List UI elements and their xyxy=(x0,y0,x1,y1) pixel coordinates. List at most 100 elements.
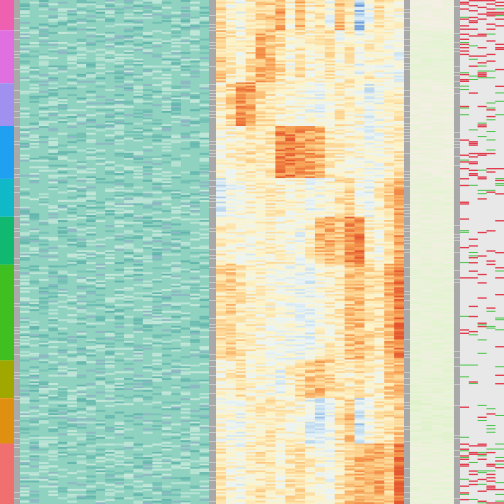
diverging-cell xyxy=(374,231,385,234)
teal-cell xyxy=(142,73,153,76)
teal-cell xyxy=(133,156,144,159)
teal-cell xyxy=(152,378,163,380)
teal-cell xyxy=(29,490,40,493)
diverging-cell xyxy=(334,189,345,192)
teal-cell xyxy=(86,255,96,258)
diverging-cell xyxy=(324,230,336,233)
teal-cell xyxy=(142,283,153,286)
teal-cell xyxy=(57,366,68,369)
diverging-cell xyxy=(354,215,365,218)
diverging-cell xyxy=(394,174,405,177)
diverging-cell xyxy=(344,0,355,2)
diverging-cell xyxy=(394,208,405,211)
diverging-cell xyxy=(295,84,306,86)
teal-cell xyxy=(152,201,163,204)
teal-cell xyxy=(76,20,87,23)
teal-cell xyxy=(20,384,30,387)
teal-cell xyxy=(171,294,181,296)
teal-cell xyxy=(142,369,153,372)
diverging-cell xyxy=(324,55,336,58)
diverging-cell xyxy=(225,141,237,144)
diverging-cell xyxy=(285,174,296,177)
teal-cell xyxy=(161,493,172,496)
diverging-cell xyxy=(324,141,336,144)
diverging-cell xyxy=(285,77,296,80)
diverging-cell xyxy=(265,199,276,202)
diverging-cell xyxy=(364,122,375,125)
diverging-cell xyxy=(245,151,256,154)
teal-cell xyxy=(105,465,115,468)
cluster-color-segment xyxy=(0,443,14,504)
diverging-cell xyxy=(245,178,256,181)
diverging-cell xyxy=(384,213,395,216)
teal-cell xyxy=(76,436,87,439)
teal-cell xyxy=(190,467,200,470)
diverging-cell xyxy=(394,23,405,26)
teal-cell xyxy=(123,70,134,73)
diverging-cell xyxy=(265,181,276,184)
diverging-cell xyxy=(354,129,365,132)
diverging-cell xyxy=(374,45,385,48)
diverging-cell xyxy=(225,57,237,60)
teal-cell xyxy=(67,423,77,426)
teal-cell xyxy=(20,359,30,362)
diverging-cell xyxy=(394,92,405,95)
teal-cell xyxy=(199,324,210,327)
teal-cell xyxy=(114,297,125,300)
diverging-cell xyxy=(216,72,227,75)
diverging-cell xyxy=(344,33,355,36)
diverging-cell xyxy=(364,211,375,214)
diverging-cell xyxy=(295,124,306,127)
diverging-cell xyxy=(255,94,266,97)
teal-cell xyxy=(199,426,210,429)
teal-cell xyxy=(20,394,30,397)
teal-cell xyxy=(95,349,106,352)
diverging-cell xyxy=(305,13,316,16)
teal-cell xyxy=(48,112,59,115)
teal-cell xyxy=(123,497,134,500)
teal-cell xyxy=(199,487,210,490)
teal-cell xyxy=(38,0,49,2)
diverging-cell xyxy=(314,105,326,108)
diverging-cell xyxy=(344,216,355,219)
teal-cell xyxy=(114,35,125,38)
diverging-cell xyxy=(225,68,237,71)
diverging-cell xyxy=(394,196,405,199)
diverging-cell xyxy=(324,164,336,167)
teal-cell xyxy=(152,458,163,461)
diverging-cell xyxy=(334,68,345,71)
diverging-cell xyxy=(394,144,405,147)
diverging-cell xyxy=(305,26,316,29)
diverging-cell xyxy=(314,127,326,130)
diverging-cell xyxy=(384,95,395,98)
teal-cell xyxy=(161,446,172,449)
teal-cell xyxy=(199,139,210,142)
teal-cell xyxy=(114,122,125,125)
teal-cell xyxy=(76,493,87,496)
teal-cell xyxy=(95,374,106,377)
teal-cell xyxy=(48,458,59,461)
diverging-cell xyxy=(354,99,365,102)
teal-cell xyxy=(161,87,172,90)
diverging-cell xyxy=(295,204,306,207)
teal-cell xyxy=(95,206,106,209)
diverging-cell xyxy=(314,13,326,16)
diverging-cell xyxy=(235,139,246,142)
teal-cell xyxy=(114,171,125,174)
teal-cell xyxy=(20,35,30,38)
diverging-cell xyxy=(235,208,246,211)
diverging-cell xyxy=(225,0,237,2)
diverging-cell xyxy=(314,216,326,219)
teal-cell xyxy=(133,137,144,140)
teal-cell xyxy=(142,206,153,209)
diverging-cell xyxy=(275,60,286,63)
diverging-cell xyxy=(265,223,276,226)
teal-cell xyxy=(161,223,172,226)
diverging-cell xyxy=(344,15,355,18)
teal-cell xyxy=(105,488,115,491)
diverging-cell xyxy=(275,228,286,231)
diverging-cell xyxy=(314,45,326,48)
diverging-cell xyxy=(295,120,306,123)
diverging-cell xyxy=(374,171,385,174)
diverging-cell xyxy=(216,226,227,229)
